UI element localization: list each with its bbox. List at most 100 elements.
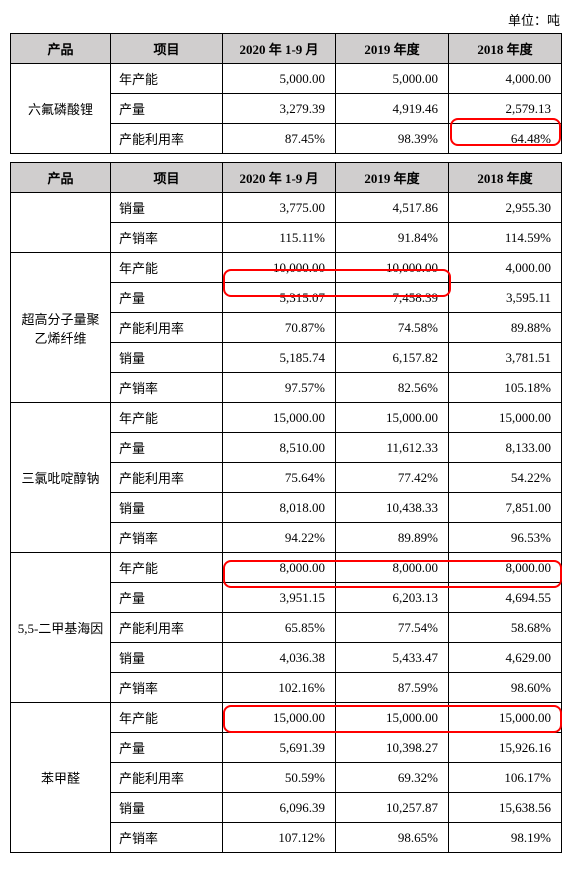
item-cell: 年产能 bbox=[111, 553, 223, 583]
value-cell: 15,926.16 bbox=[449, 733, 562, 763]
product-cell: 超高分子量聚乙烯纤维 bbox=[11, 253, 111, 403]
tables-wrapper: 产品 项目 2020 年 1-9 月 2019 年度 2018 年度 六氟磷酸锂… bbox=[10, 33, 562, 853]
table-2: 产品 项目 2020 年 1-9 月 2019 年度 2018 年度 销量3,7… bbox=[10, 162, 562, 853]
item-cell: 产能利用率 bbox=[111, 313, 223, 343]
item-cell: 产能利用率 bbox=[111, 763, 223, 793]
value-cell: 102.16% bbox=[223, 673, 336, 703]
value-cell: 6,096.39 bbox=[223, 793, 336, 823]
value-cell: 5,691.39 bbox=[223, 733, 336, 763]
value-cell: 4,629.00 bbox=[449, 643, 562, 673]
value-cell: 5,000.00 bbox=[223, 64, 336, 94]
value-cell: 107.12% bbox=[223, 823, 336, 853]
unit-label: 单位：吨 bbox=[10, 10, 562, 29]
item-cell: 年产能 bbox=[111, 403, 223, 433]
value-cell: 89.88% bbox=[449, 313, 562, 343]
value-cell: 105.18% bbox=[449, 373, 562, 403]
header-2020: 2020 年 1-9 月 bbox=[223, 163, 336, 193]
value-cell: 54.22% bbox=[449, 463, 562, 493]
value-cell: 4,000.00 bbox=[449, 64, 562, 94]
value-cell: 8,000.00 bbox=[336, 553, 449, 583]
value-cell: 3,279.39 bbox=[223, 94, 336, 124]
value-cell: 15,000.00 bbox=[223, 703, 336, 733]
value-cell: 3,775.00 bbox=[223, 193, 336, 223]
header-2018: 2018 年度 bbox=[449, 163, 562, 193]
value-cell: 4,919.46 bbox=[336, 94, 449, 124]
item-cell: 销量 bbox=[111, 193, 223, 223]
product-cell: 六氟磷酸锂 bbox=[11, 64, 111, 154]
value-cell: 10,398.27 bbox=[336, 733, 449, 763]
value-cell: 8,000.00 bbox=[449, 553, 562, 583]
value-cell: 94.22% bbox=[223, 523, 336, 553]
value-cell: 91.84% bbox=[336, 223, 449, 253]
item-cell: 产量 bbox=[111, 583, 223, 613]
header-2019: 2019 年度 bbox=[336, 34, 449, 64]
value-cell: 3,781.51 bbox=[449, 343, 562, 373]
table-row: 苯甲醛年产能15,000.0015,000.0015,000.00 bbox=[11, 703, 562, 733]
header-item: 项目 bbox=[111, 163, 223, 193]
value-cell: 77.42% bbox=[336, 463, 449, 493]
value-cell: 3,951.15 bbox=[223, 583, 336, 613]
item-cell: 产销率 bbox=[111, 373, 223, 403]
value-cell: 50.59% bbox=[223, 763, 336, 793]
product-cell: 5,5-二甲基海因 bbox=[11, 553, 111, 703]
value-cell: 65.85% bbox=[223, 613, 336, 643]
header-item: 项目 bbox=[111, 34, 223, 64]
header-2019: 2019 年度 bbox=[336, 163, 449, 193]
item-cell: 销量 bbox=[111, 493, 223, 523]
value-cell: 87.45% bbox=[223, 124, 336, 154]
item-cell: 年产能 bbox=[111, 64, 223, 94]
value-cell: 115.11% bbox=[223, 223, 336, 253]
value-cell: 8,018.00 bbox=[223, 493, 336, 523]
value-cell: 2,955.30 bbox=[449, 193, 562, 223]
item-cell: 产量 bbox=[111, 433, 223, 463]
value-cell: 8,510.00 bbox=[223, 433, 336, 463]
value-cell: 10,257.87 bbox=[336, 793, 449, 823]
value-cell: 7,458.39 bbox=[336, 283, 449, 313]
value-cell: 4,517.86 bbox=[336, 193, 449, 223]
item-cell: 年产能 bbox=[111, 703, 223, 733]
value-cell: 98.39% bbox=[336, 124, 449, 154]
value-cell: 5,000.00 bbox=[336, 64, 449, 94]
value-cell: 10,000.00 bbox=[223, 253, 336, 283]
value-cell: 77.54% bbox=[336, 613, 449, 643]
item-cell: 产量 bbox=[111, 733, 223, 763]
item-cell: 产量 bbox=[111, 94, 223, 124]
value-cell: 98.65% bbox=[336, 823, 449, 853]
item-cell: 产销率 bbox=[111, 223, 223, 253]
value-cell: 5,433.47 bbox=[336, 643, 449, 673]
value-cell: 89.89% bbox=[336, 523, 449, 553]
item-cell: 产能利用率 bbox=[111, 463, 223, 493]
value-cell: 8,000.00 bbox=[223, 553, 336, 583]
item-cell: 产销率 bbox=[111, 823, 223, 853]
table-1: 产品 项目 2020 年 1-9 月 2019 年度 2018 年度 六氟磷酸锂… bbox=[10, 33, 562, 154]
value-cell: 96.53% bbox=[449, 523, 562, 553]
value-cell: 4,036.38 bbox=[223, 643, 336, 673]
value-cell: 70.87% bbox=[223, 313, 336, 343]
product-cell: 三氯吡啶醇钠 bbox=[11, 403, 111, 553]
table-row: 5,5-二甲基海因年产能8,000.008,000.008,000.00 bbox=[11, 553, 562, 583]
item-cell: 产销率 bbox=[111, 673, 223, 703]
table-header-row: 产品 项目 2020 年 1-9 月 2019 年度 2018 年度 bbox=[11, 34, 562, 64]
value-cell: 75.64% bbox=[223, 463, 336, 493]
value-cell: 10,000.00 bbox=[336, 253, 449, 283]
header-product: 产品 bbox=[11, 163, 111, 193]
value-cell: 6,203.13 bbox=[336, 583, 449, 613]
value-cell: 3,595.11 bbox=[449, 283, 562, 313]
item-cell: 产能利用率 bbox=[111, 613, 223, 643]
value-cell: 64.48% bbox=[449, 124, 562, 154]
value-cell: 15,000.00 bbox=[449, 703, 562, 733]
value-cell: 58.68% bbox=[449, 613, 562, 643]
value-cell: 98.19% bbox=[449, 823, 562, 853]
value-cell: 2,579.13 bbox=[449, 94, 562, 124]
value-cell: 5,315.07 bbox=[223, 283, 336, 313]
value-cell: 7,851.00 bbox=[449, 493, 562, 523]
item-cell: 销量 bbox=[111, 643, 223, 673]
product-cell bbox=[11, 193, 111, 253]
header-2018: 2018 年度 bbox=[449, 34, 562, 64]
value-cell: 15,638.56 bbox=[449, 793, 562, 823]
header-2020: 2020 年 1-9 月 bbox=[223, 34, 336, 64]
value-cell: 15,000.00 bbox=[223, 403, 336, 433]
item-cell: 产能利用率 bbox=[111, 124, 223, 154]
table-row: 三氯吡啶醇钠年产能15,000.0015,000.0015,000.00 bbox=[11, 403, 562, 433]
item-cell: 年产能 bbox=[111, 253, 223, 283]
